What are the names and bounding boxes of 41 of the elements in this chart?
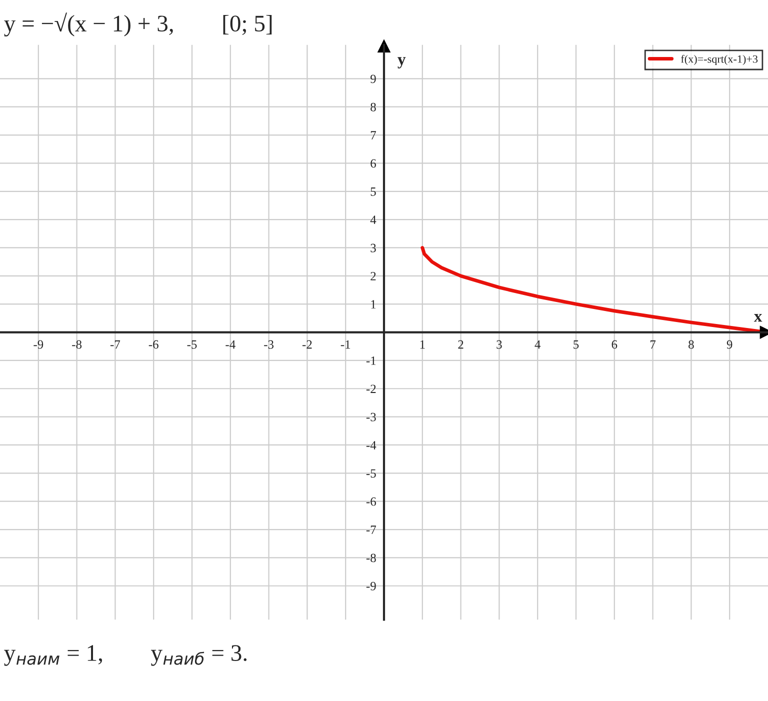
y-tick-label: -2 <box>366 384 376 393</box>
y-tick-label: 5 <box>370 188 376 196</box>
x-tick-label: 4 <box>534 340 541 349</box>
x-tick-label: 1 <box>420 340 425 349</box>
x-tick-label: -7 <box>110 340 120 349</box>
y-tick-label: -3 <box>366 412 376 422</box>
y-tick-label: -6 <box>366 497 376 506</box>
x-tick-label: 3 <box>496 340 502 349</box>
x-tick-label: 6 <box>612 340 618 349</box>
y-tick-label: -1 <box>366 356 376 365</box>
y-axis-title: y <box>398 57 406 68</box>
x-tick-label: -2 <box>302 340 312 349</box>
y-tick-label: -8 <box>366 554 376 562</box>
y-tick-label: -5 <box>366 469 376 478</box>
y-tick-label: 7 <box>370 131 376 140</box>
x-tick-label: -3 <box>264 340 274 349</box>
chart-title: y = −√(x − 1) + 3, [0; 5] <box>4 12 272 36</box>
y-tick-label: 9 <box>370 74 376 84</box>
x-tick-label: 5 <box>574 340 579 349</box>
x-tick-label: -9 <box>34 340 44 349</box>
y-tick-label: -9 <box>366 582 376 590</box>
y-tick-label: -4 <box>366 441 376 450</box>
x-tick-label: -1 <box>340 340 350 349</box>
x-tick-label: -5 <box>187 340 197 349</box>
y-tick-label: 4 <box>370 216 376 224</box>
legend-label: f(x)=-sqrt(x-1)+3 <box>681 54 758 66</box>
x-tick-label: -8 <box>72 340 82 349</box>
y-tick-label: -7 <box>366 526 376 534</box>
text: y$_{наим}$ = 1, y$_{наиб}$ = 3. <box>4 645 247 666</box>
y-tick-label: 2 <box>370 272 376 280</box>
y-tick-label: 1 <box>371 300 376 308</box>
x-tick-label: 8 <box>688 340 694 349</box>
x-tick-label: 9 <box>726 340 732 349</box>
x-tick-label: 7 <box>650 340 656 349</box>
x-axis-title: x <box>754 314 762 322</box>
x-tick-label: 2 <box>458 340 464 349</box>
y-tick-label: 3 <box>370 244 376 252</box>
x-tick-label: -4 <box>226 340 236 349</box>
y-tick-label: 6 <box>370 159 376 168</box>
x-tick-label: -6 <box>148 340 158 349</box>
y-tick-label: 8 <box>370 102 376 112</box>
